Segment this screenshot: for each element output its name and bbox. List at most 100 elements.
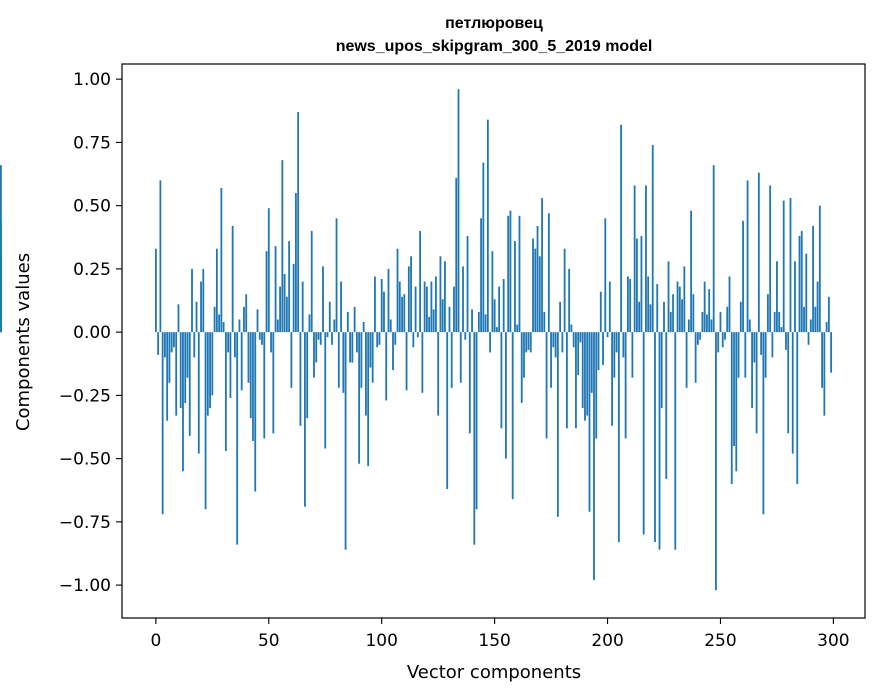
bar [328, 301, 331, 333]
bar [489, 332, 492, 353]
bar [570, 324, 573, 333]
bar [265, 251, 268, 333]
bar [383, 291, 385, 333]
bar [647, 276, 650, 333]
bar [593, 332, 595, 581]
bar [206, 332, 209, 416]
bar [561, 332, 564, 353]
bar [735, 332, 738, 472]
bar [547, 213, 550, 333]
bar [290, 332, 293, 388]
bar [416, 332, 419, 338]
x-tick-label: 150 [478, 631, 510, 651]
bar [809, 319, 812, 333]
bar [367, 332, 370, 467]
bar [335, 218, 338, 333]
bar [355, 332, 358, 353]
bar [541, 198, 543, 333]
bar [220, 187, 223, 333]
bar [726, 306, 729, 333]
bar [748, 319, 751, 333]
bar [757, 172, 760, 333]
bar [599, 291, 602, 333]
bar [778, 311, 781, 333]
bar [177, 304, 180, 333]
bar [414, 286, 417, 333]
bar [407, 266, 410, 333]
bar [371, 332, 374, 383]
bar [602, 332, 604, 366]
bar [170, 332, 173, 353]
bar [586, 332, 589, 416]
bar [425, 286, 428, 333]
bar [807, 332, 810, 345]
bar [654, 332, 656, 543]
bar [466, 236, 469, 333]
bar [730, 332, 733, 484]
bar [202, 268, 205, 333]
bar [728, 276, 731, 333]
bar [699, 332, 702, 340]
bar [663, 301, 665, 333]
bar [270, 332, 272, 353]
bar [392, 332, 394, 371]
bar [319, 332, 322, 345]
bar [193, 332, 196, 358]
bar [0, 165, 2, 333]
bar [333, 319, 336, 333]
bar [331, 332, 333, 345]
bar [243, 306, 245, 333]
bar [285, 296, 288, 333]
bar [288, 241, 291, 333]
bar [432, 309, 435, 333]
bar [304, 332, 306, 507]
y-tick-label: −1.00 [59, 576, 111, 596]
bar [245, 294, 248, 333]
bar [200, 281, 202, 333]
bar [448, 306, 451, 333]
bar [669, 311, 672, 333]
bar [234, 332, 236, 358]
bar [719, 311, 722, 333]
bar [552, 332, 555, 348]
bar [486, 119, 489, 333]
bar [428, 316, 431, 333]
x-tick-label: 0 [150, 631, 161, 651]
bar-series [0, 89, 833, 591]
bar [660, 332, 663, 409]
bar [209, 332, 211, 409]
bar [742, 220, 744, 333]
bar [421, 332, 424, 393]
bar [584, 332, 586, 421]
bar [281, 160, 284, 333]
bar [159, 180, 162, 333]
bar [240, 332, 243, 391]
bar [365, 332, 367, 416]
bar [830, 332, 833, 373]
bar [706, 314, 708, 333]
bar [294, 193, 297, 333]
bar [658, 332, 661, 550]
bar [803, 306, 805, 333]
bar [624, 332, 627, 439]
bar [636, 238, 638, 333]
y-tick-label: −0.25 [59, 386, 111, 406]
bar [694, 332, 697, 383]
bar [256, 309, 259, 333]
bar [297, 112, 300, 333]
bar [622, 332, 625, 358]
bar [629, 279, 632, 333]
bar [482, 162, 485, 333]
bar [631, 332, 634, 378]
bar [724, 332, 726, 340]
bar [527, 332, 530, 350]
y-tick-label: −0.75 [59, 513, 111, 533]
bar [380, 279, 383, 333]
bar [710, 319, 713, 333]
bar [509, 210, 512, 333]
bar [816, 281, 819, 333]
bar [173, 332, 175, 348]
bar [238, 319, 241, 333]
chart-title: петлюровец [445, 15, 543, 32]
bar [344, 332, 347, 550]
